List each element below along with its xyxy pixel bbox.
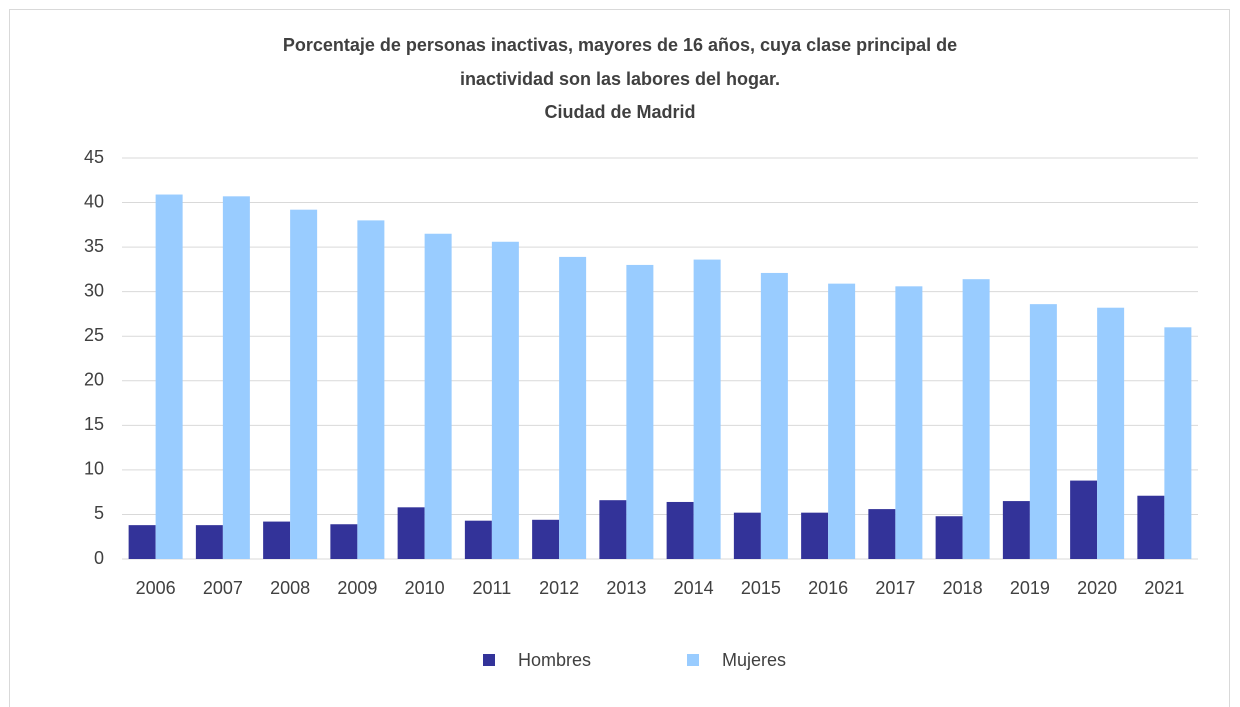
legend-label: Hombres: [518, 650, 591, 670]
x-tick-label: 2015: [741, 578, 781, 598]
y-tick-label: 5: [94, 503, 104, 523]
bar: [491, 241, 519, 559]
legend-label: Mujeres: [722, 650, 786, 670]
y-tick-label: 10: [84, 459, 104, 479]
bar: [733, 512, 761, 559]
chart-border: [9, 9, 1230, 707]
bar: [1029, 304, 1057, 559]
bar: [895, 286, 923, 559]
legend-swatch: [483, 654, 495, 666]
x-tick-label: 2009: [337, 578, 377, 598]
bar: [464, 520, 492, 559]
bar: [195, 525, 223, 559]
bar: [397, 507, 425, 559]
bar: [1137, 495, 1165, 559]
bar: [357, 220, 385, 559]
x-tick-label: 2021: [1144, 578, 1184, 598]
bar: [424, 233, 452, 559]
bar: [666, 501, 694, 559]
bar: [263, 521, 291, 559]
bar: [290, 209, 318, 559]
bar: [128, 525, 156, 559]
bar: [330, 524, 358, 559]
bar: [626, 264, 654, 559]
bar: [693, 259, 721, 559]
x-tick-label: 2020: [1077, 578, 1117, 598]
x-tick-label: 2011: [473, 578, 512, 598]
bar: [1002, 501, 1030, 559]
x-tick-label: 2017: [875, 578, 915, 598]
bar: [962, 279, 990, 559]
y-tick-label: 30: [84, 280, 104, 300]
legend-swatch: [687, 654, 699, 666]
y-tick-label: 0: [94, 548, 104, 568]
x-tick-label: 2013: [606, 578, 646, 598]
chart-title: inactividad son las labores del hogar.: [460, 69, 780, 89]
x-tick-label: 2012: [539, 578, 579, 598]
x-tick-label: 2018: [943, 578, 983, 598]
y-tick-label: 45: [84, 147, 104, 167]
chart-subtitle: Ciudad de Madrid: [544, 102, 695, 122]
chart-title: Porcentaje de personas inactivas, mayore…: [283, 35, 957, 55]
y-tick-label: 40: [84, 191, 104, 211]
y-tick-label: 35: [84, 236, 104, 256]
bar: [599, 500, 627, 559]
bar: [935, 516, 963, 559]
x-tick-label: 2006: [136, 578, 176, 598]
bar: [801, 512, 829, 559]
x-tick-label: 2007: [203, 578, 243, 598]
bar: [532, 519, 560, 559]
bar: [760, 272, 788, 559]
bar: [559, 256, 587, 559]
x-tick-label: 2010: [405, 578, 445, 598]
x-tick-label: 2014: [674, 578, 714, 598]
x-tick-label: 2008: [270, 578, 310, 598]
bar: [1164, 327, 1192, 559]
bar: [868, 509, 896, 559]
y-tick-label: 15: [84, 414, 104, 434]
bar: [222, 196, 250, 559]
x-tick-label: 2016: [808, 578, 848, 598]
y-tick-label: 20: [84, 370, 104, 390]
y-tick-label: 25: [84, 325, 104, 345]
bar: [155, 194, 183, 559]
bar: [1070, 480, 1098, 559]
x-tick-label: 2019: [1010, 578, 1050, 598]
bar: [828, 283, 856, 559]
bar: [1097, 307, 1125, 559]
